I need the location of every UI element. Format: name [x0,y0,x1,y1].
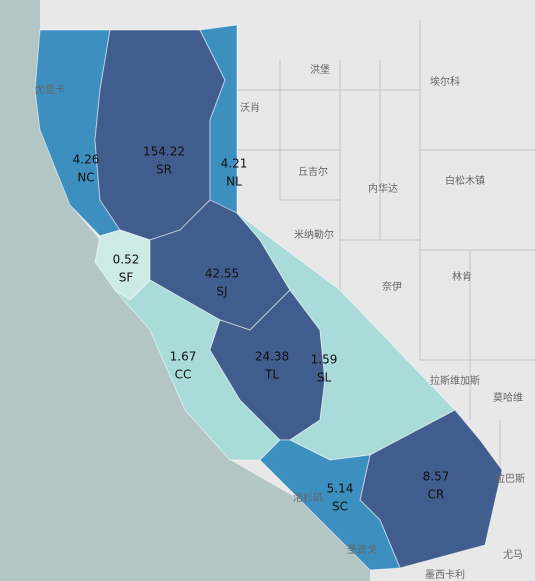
region-code: CR [428,488,445,502]
place-label: 尤马 [503,548,523,561]
region-code: NC [77,171,94,185]
region-value: 42.55 [205,267,239,281]
county-lines [237,20,535,470]
place-label: 内华达 [368,182,398,195]
region-code: SR [156,163,172,177]
place-label: 埃尔科 [430,75,460,88]
region-value: 5.14 [327,482,354,496]
region-value: 0.52 [113,253,140,267]
region-value: 4.26 [73,153,100,167]
region-code: NL [226,175,242,189]
place-label: 洛杉矶 [293,491,323,504]
region-code: SC [332,500,348,514]
place-label: 丘吉尔 [298,165,328,178]
region-value: 8.57 [423,470,450,484]
region-value: 24.38 [255,350,289,364]
place-label: 墨西卡利 [425,568,465,581]
region-value: 1.67 [170,350,197,364]
region-code: CC [175,368,192,382]
region-value: 154.22 [143,145,185,159]
region-value: 4.21 [221,157,248,171]
place-label: 莫哈维 [493,391,523,404]
place-label: 白松木镇 [445,174,485,187]
place-label: 拉巴斯 [495,472,525,485]
place-label: 米纳勒尔 [294,228,334,241]
place-label: 拉斯维加斯 [430,374,480,387]
place-label: 尤里卡 [35,83,65,96]
region-code: TL [264,368,279,382]
region-code: SF [119,271,134,285]
place-label: 圣迭戈 [347,543,377,556]
place-label: 奈伊 [382,280,402,293]
region-code: SL [317,371,332,385]
region [259,439,401,571]
place-label: 洪堡 [310,63,330,76]
place-label: 沃肖 [240,101,260,114]
region-code: SJ [216,285,227,299]
region-value: 1.59 [311,353,338,367]
region [236,212,456,461]
place-label: 林肯 [452,270,472,283]
